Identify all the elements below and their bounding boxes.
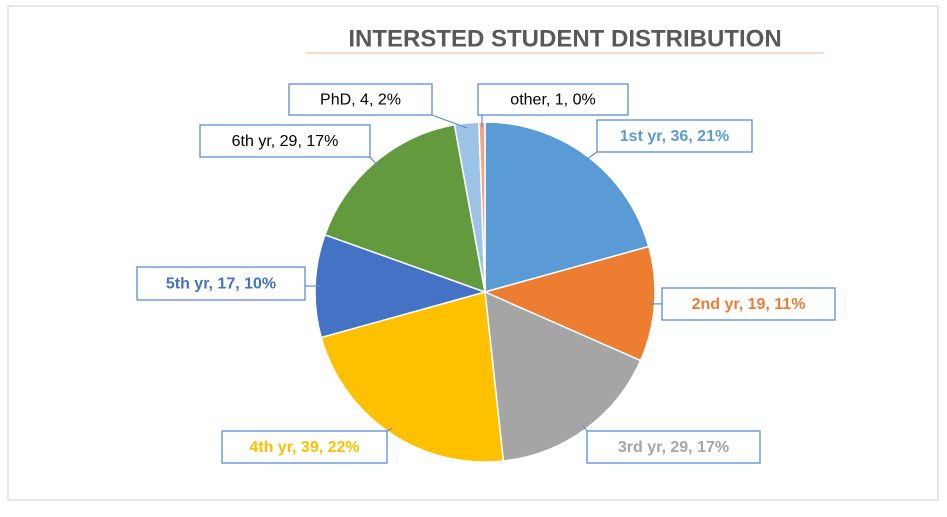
data-label: 3rd yr, 29, 17% [618, 439, 729, 456]
data-label: 1st yr, 36, 21% [620, 128, 729, 145]
pie-slice [320, 291, 505, 463]
data-label: 5th yr, 17, 10% [166, 276, 276, 293]
label-box [136, 266, 306, 301]
label-box [596, 119, 753, 153]
chart-title: INTERSTED STUDENT DISTRIBUTION [348, 25, 781, 52]
pie-slice [484, 121, 650, 293]
data-label: other, 1, 0% [510, 92, 595, 109]
data-label: PhD, 4, 2% [320, 92, 401, 109]
label-box [288, 83, 433, 116]
data-label: 6th yr, 29, 17% [232, 133, 339, 150]
leader-line [584, 151, 598, 162]
data-label: 4th yr, 39, 22% [249, 439, 359, 456]
leader-line [431, 114, 468, 129]
label-box [477, 83, 629, 116]
data-label: 2nd yr, 19, 11% [692, 296, 806, 313]
leader-line [386, 427, 393, 432]
leader-line [581, 424, 588, 432]
label-box [586, 430, 761, 464]
label-box [199, 124, 371, 158]
leader-line [369, 156, 379, 167]
label-box [661, 287, 836, 321]
label-box [221, 430, 388, 464]
